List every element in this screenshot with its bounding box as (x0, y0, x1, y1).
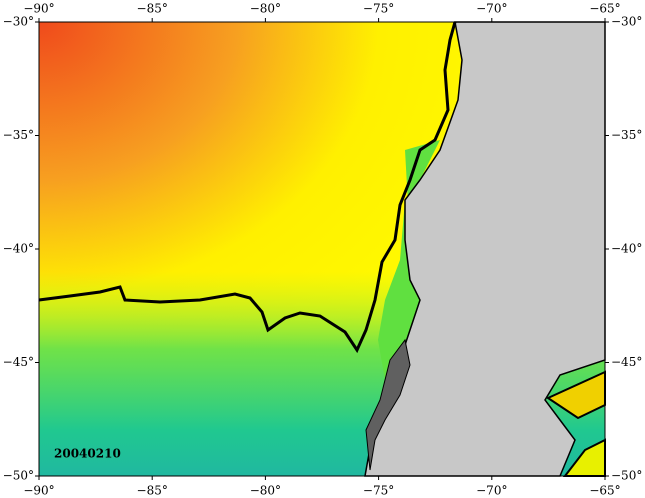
lat-tick-label: −40° (3, 242, 34, 256)
lon-tick-label: −70° (476, 2, 507, 16)
lon-tick-label: −90° (23, 484, 54, 498)
lon-tick-label: −75° (363, 2, 394, 16)
lon-tick-label: −65° (589, 484, 620, 498)
lat-tick-label: −50° (611, 469, 642, 483)
lon-tick-label: −85° (137, 2, 168, 16)
lat-tick-label: −45° (611, 355, 642, 369)
lat-tick-label: −50° (3, 469, 34, 483)
lat-tick-label: −35° (3, 128, 34, 142)
lat-tick-label: −30° (3, 15, 34, 29)
date-label: 20040210 (54, 447, 121, 461)
lat-tick-label: −40° (611, 242, 642, 256)
lon-tick-label: −75° (363, 484, 394, 498)
contour-line (38, 21, 457, 354)
lon-tick-label: −80° (250, 2, 281, 16)
lat-tick-label: −30° (611, 15, 642, 29)
lat-tick-label: −35° (611, 128, 642, 142)
lon-tick-label: −90° (23, 2, 54, 16)
lat-tick-label: −45° (3, 355, 34, 369)
lon-tick-label: −80° (250, 484, 281, 498)
lon-tick-label: −70° (476, 484, 507, 498)
lon-tick-label: −85° (137, 484, 168, 498)
lon-tick-label: −65° (589, 2, 620, 16)
